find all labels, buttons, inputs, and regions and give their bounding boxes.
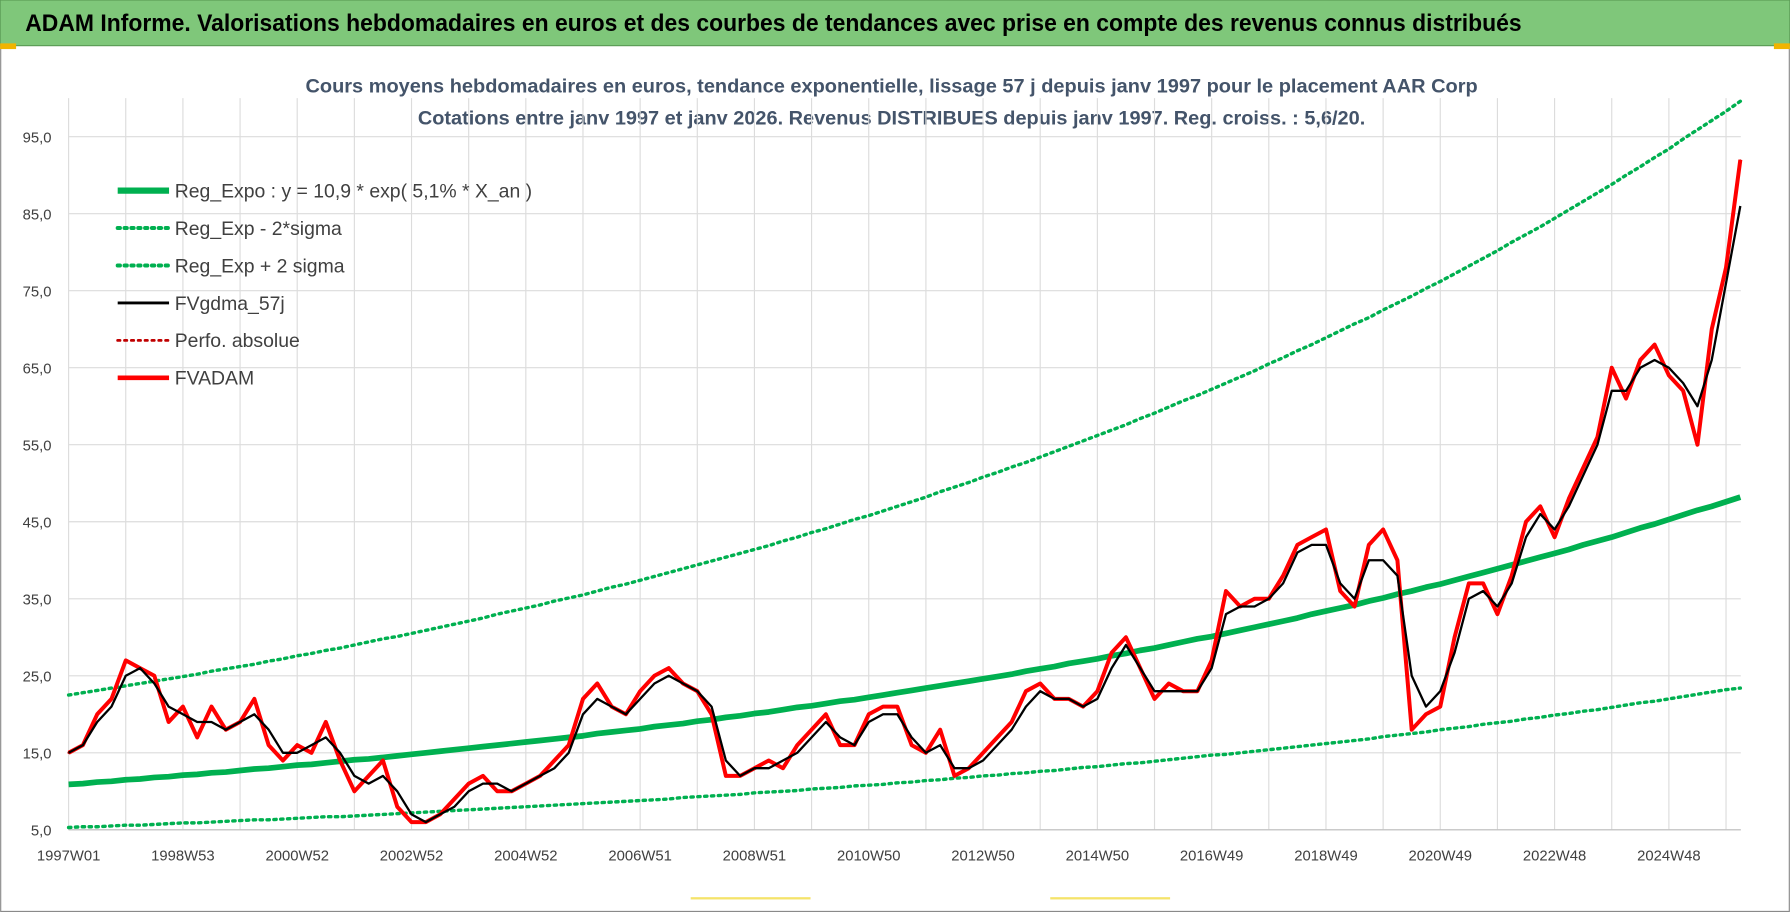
x-tick-label: 2004W52 — [494, 849, 557, 865]
x-tick-label: 1998W53 — [151, 849, 214, 865]
x-tick-label: 2016W49 — [1180, 849, 1243, 865]
legend-label: Perfo. absolue — [175, 330, 300, 352]
legend-label: Reg_Expo : y = 10,9 * exp( 5,1% * X_an ) — [175, 180, 532, 202]
chart-subtitle: Cotations entre janv 1997 et janv 2026. … — [418, 107, 1365, 129]
corner — [0, 43, 17, 50]
y-tick-label: 55,0 — [23, 438, 52, 454]
y-tick-label: 35,0 — [23, 592, 52, 608]
y-tick-label: 15,0 — [23, 747, 52, 763]
y-tick-label: 75,0 — [23, 284, 52, 300]
header-title: ADAM Informe. Valorisations hebdomadaire… — [25, 10, 1521, 37]
legend: Reg_Expo : y = 10,9 * exp( 5,1% * X_an )… — [115, 180, 532, 390]
x-tick-label: 2008W51 — [723, 849, 786, 865]
series-line — [68, 494, 1742, 788]
header-bar — [0, 0, 1790, 47]
x-tick-label: 2022W48 — [1523, 849, 1586, 865]
legend-label: FVADAM — [175, 368, 254, 390]
y-tick-label: 5,0 — [31, 824, 52, 840]
y-tick-label: 65,0 — [23, 361, 52, 377]
x-tick-label: 2018W49 — [1294, 849, 1357, 865]
y-tick-label: 25,0 — [23, 669, 52, 685]
legend-label: Reg_Exp - 2*sigma — [175, 218, 342, 240]
legend-label: FVgdma_57j — [175, 293, 285, 315]
x-tick-label: 2012W50 — [951, 849, 1014, 865]
y-tick-label: 95,0 — [23, 130, 52, 146]
x-tick-label: 2014W50 — [1066, 849, 1129, 865]
series-line — [66, 686, 1743, 830]
x-tick-label: 2010W50 — [837, 849, 900, 865]
deco — [690, 897, 811, 900]
x-tick-label: 2006W51 — [608, 849, 671, 865]
y-tick-label: 45,0 — [23, 515, 52, 531]
x-tick-label: 2020W49 — [1409, 849, 1472, 865]
x-tick-label: 2024W48 — [1637, 849, 1700, 865]
chart-title: Cours moyens hebdomadaires en euros, ten… — [305, 75, 1477, 97]
deco — [1050, 897, 1171, 900]
corner — [1773, 43, 1790, 50]
series-line — [68, 205, 1742, 824]
y-tick-label: 85,0 — [23, 207, 52, 223]
x-tick-label: 1997W01 — [37, 849, 100, 865]
x-tick-label: 2002W52 — [380, 849, 443, 865]
series-line — [66, 99, 1743, 697]
series — [66, 99, 1743, 830]
legend-label: Reg_Exp + 2 sigma — [175, 255, 345, 277]
x-tick-label: 2000W52 — [265, 849, 328, 865]
